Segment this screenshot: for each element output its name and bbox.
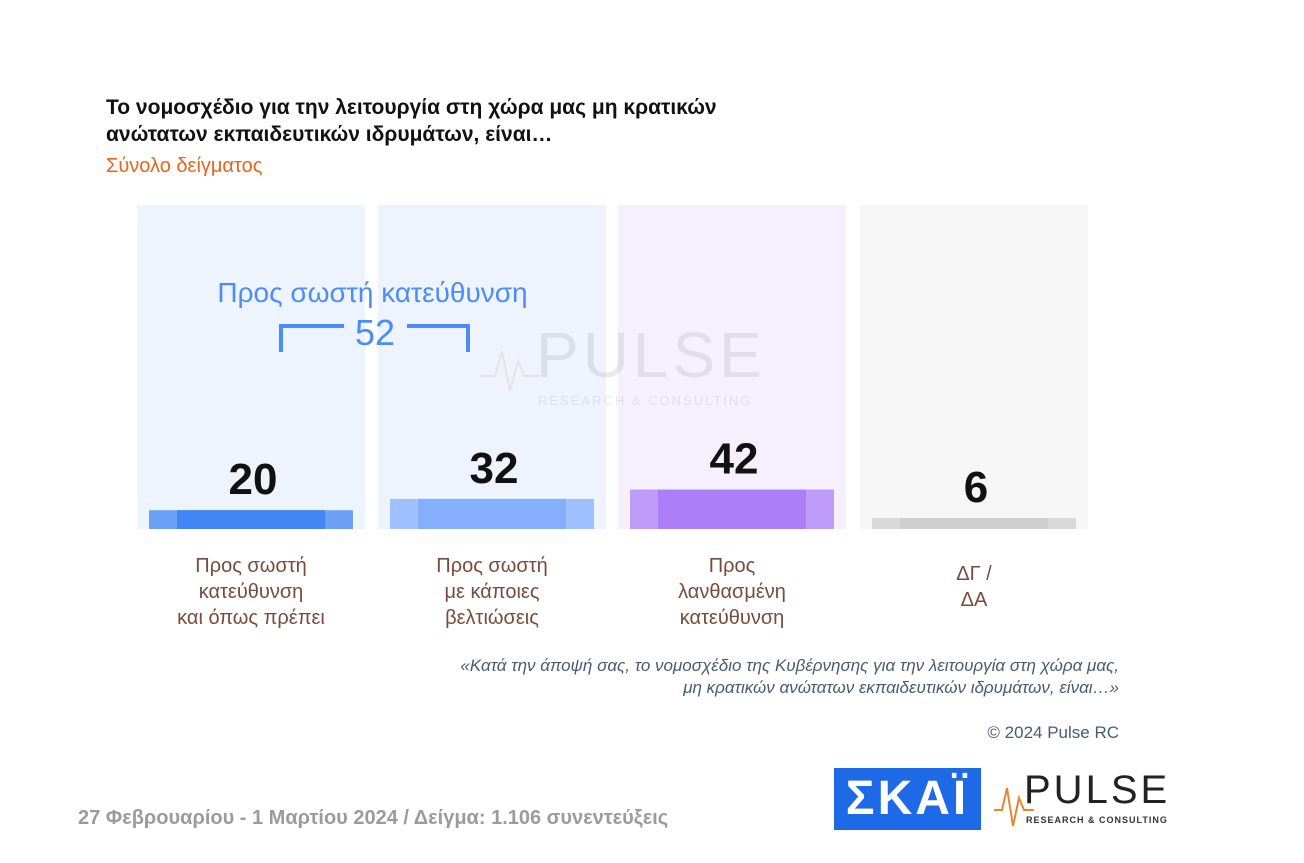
skai-logo: ΣΚΑΪ [834,768,981,830]
bar-value-label: 42 [710,435,759,484]
bar-value-label: 32 [470,444,519,493]
question-text: «Κατά την άποψή σας, το νομοσχέδιο της Κ… [460,656,1119,697]
column-background [860,205,1088,529]
group-annotation-value: 52 [354,312,396,353]
copyright-text: © 2024 Pulse RC [987,723,1119,742]
bar-core [900,518,1048,529]
category-label: Προς σωστή κατεύθυνση και όπως πρέπει [177,555,325,629]
bar-value-label: 6 [964,463,988,512]
pulse-watermark: PULSE RESEARCH & CONSULTING [480,318,762,413]
bar-core [658,489,806,529]
bar-core [177,510,325,529]
pulse-wave-icon [480,350,540,392]
column-background [378,205,606,529]
pulse-logo-word: PULSE [1024,768,1171,812]
footer-fieldwork: 27 Φεβρουαρίου - 1 Μαρτίου 2024 / Δείγμα… [78,807,669,829]
category-label: Προς λανθασμένη κατεύθυνση [678,555,786,629]
watermark-tagline: RESEARCH & CONSULTING [538,393,753,408]
chart-subtitle: Σύνολο δείγματος [106,155,263,177]
pulse-logo: PULSE RESEARCH & CONSULTING [994,768,1169,832]
bar-value-label: 20 [229,455,278,504]
chart-title: Το νομοσχέδιο για την λειτουργία στη χώρ… [106,96,717,146]
bar-core [418,498,566,529]
column-background [618,205,846,529]
category-label: Προς σωστή με κάποιες βελτιώσεις [436,555,548,629]
pulse-logo-tagline: RESEARCH & CONSULTING [1026,815,1168,825]
category-label: ΔΓ / ΔΑ [956,563,992,611]
skai-logo-text: ΣΚΑΪ [845,772,970,825]
watermark-word: PULSE [536,319,766,391]
pulse-wave-icon [994,787,1034,827]
column-background [137,205,365,529]
group-annotation-label: Προς σωστή κατεύθυνση [217,277,528,308]
